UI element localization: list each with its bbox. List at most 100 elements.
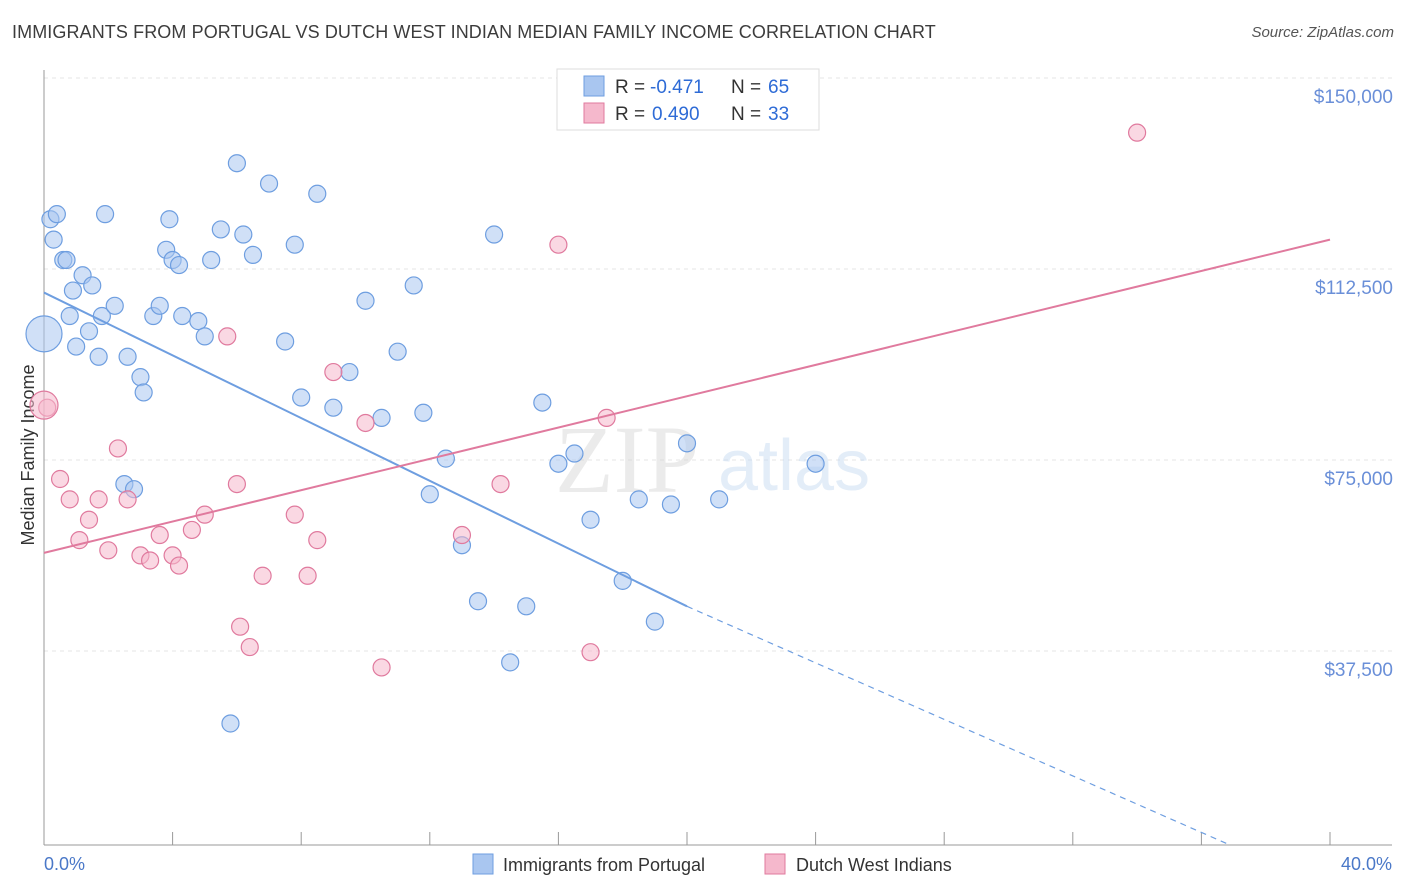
legend-n-value-2: 33 [768, 104, 789, 125]
data-point [95, 205, 115, 224]
chart-title: IMMIGRANTS FROM PORTUGAL VS DUTCH WEST I… [12, 22, 936, 42]
data-point [491, 474, 510, 494]
x-tick-label-min: 0.0% [44, 854, 85, 874]
data-point [234, 225, 253, 244]
data-point [1127, 123, 1147, 142]
data-point [533, 393, 552, 412]
y-tick-label: $37,500 [1324, 660, 1393, 681]
source-label: Source: ZipAtlas.com [1251, 24, 1394, 41]
data-point [118, 490, 137, 509]
data-point [565, 444, 584, 463]
legend-n-label-2: N = [731, 104, 761, 125]
data-point [150, 525, 169, 545]
y-tick-labels: $150,000 $112,500 $75,000 $37,500 [1314, 87, 1393, 681]
watermark-atlas: atlas [718, 426, 870, 506]
data-point [79, 510, 99, 529]
data-point [661, 495, 681, 514]
data-point [108, 439, 128, 458]
data-point [372, 408, 391, 427]
data-point [276, 332, 295, 351]
bottom-legend-swatch-dutch-west-indian [764, 853, 786, 875]
data-point [63, 281, 83, 300]
data-point [140, 551, 160, 570]
data-point [298, 566, 317, 585]
series-legend: Immigrants from Portugal Dutch West Indi… [472, 853, 952, 875]
data-point [501, 653, 520, 672]
data-point [285, 235, 304, 254]
data-point [67, 337, 86, 356]
data-point [292, 388, 311, 407]
data-point [83, 276, 102, 295]
data-point [60, 490, 79, 509]
stats-legend: R = -0.471 N = 65 R = 0.490 N = 33 [556, 68, 820, 131]
data-point [308, 184, 327, 203]
data-point [308, 531, 327, 550]
data-point-large [25, 315, 63, 353]
data-point [202, 250, 221, 270]
legend-n-value-1: 65 [768, 77, 789, 98]
data-point [160, 210, 179, 229]
y-tick-label: $75,000 [1324, 469, 1393, 490]
data-point [259, 174, 279, 193]
data-point [218, 327, 237, 346]
data-point [169, 255, 189, 275]
data-point [356, 413, 375, 433]
data-point [549, 454, 568, 473]
data-point [118, 347, 137, 366]
data-point [182, 520, 201, 540]
data-point [645, 612, 664, 631]
data-point [253, 566, 272, 585]
data-point [50, 469, 70, 489]
legend-r-value-1: -0.471 [650, 77, 704, 98]
data-point [195, 327, 214, 346]
data-point [806, 454, 825, 473]
data-point [420, 485, 439, 504]
data-point [404, 276, 423, 295]
legend-swatch-dutch-west-indian [583, 102, 605, 124]
y-axis-title: Median Family Income [18, 364, 38, 545]
trend-line-dutch-west-indian [43, 238, 1331, 554]
data-point [710, 490, 729, 509]
data-point [372, 658, 391, 677]
data-point [57, 250, 76, 270]
data-point [240, 637, 259, 657]
trend-line-portugal [43, 291, 688, 608]
data-point [549, 235, 568, 254]
data-point [79, 322, 99, 341]
legend-r-label-1: R = [615, 77, 645, 98]
data-point [629, 490, 648, 509]
data-point [414, 403, 433, 422]
legend-swatch-portugal [583, 75, 605, 97]
data-point [150, 296, 169, 315]
data-point [324, 398, 343, 417]
data-point [189, 312, 208, 331]
data-point [388, 342, 407, 361]
data-point [131, 368, 150, 387]
data-point [227, 474, 246, 494]
series-dutch-west-indian [38, 123, 1147, 677]
data-point [581, 643, 600, 662]
data-point [452, 525, 472, 545]
data-point [221, 714, 240, 733]
watermark: ZIP atlas [555, 406, 870, 513]
data-point [485, 225, 504, 244]
data-point [47, 205, 66, 224]
data-point [173, 306, 192, 326]
bottom-legend-label-portugal: Immigrants from Portugal [503, 855, 705, 875]
data-point [677, 434, 697, 453]
data-point [99, 541, 118, 560]
data-point [89, 347, 108, 366]
data-point [340, 362, 359, 382]
legend-r-value-2: 0.490 [652, 104, 700, 125]
x-tick-label-max: 40.0% [1341, 854, 1392, 874]
y-tick-label: $112,500 [1315, 278, 1393, 299]
legend-r-label-2: R = [615, 104, 645, 125]
data-point [231, 617, 250, 636]
bottom-legend-swatch-portugal [472, 853, 494, 875]
data-point [134, 383, 153, 402]
bottom-legend-label-dutch-west-indian: Dutch West Indians [796, 855, 952, 875]
series-layer [25, 123, 1331, 846]
data-point [89, 490, 108, 509]
legend-n-label-1: N = [731, 77, 761, 98]
